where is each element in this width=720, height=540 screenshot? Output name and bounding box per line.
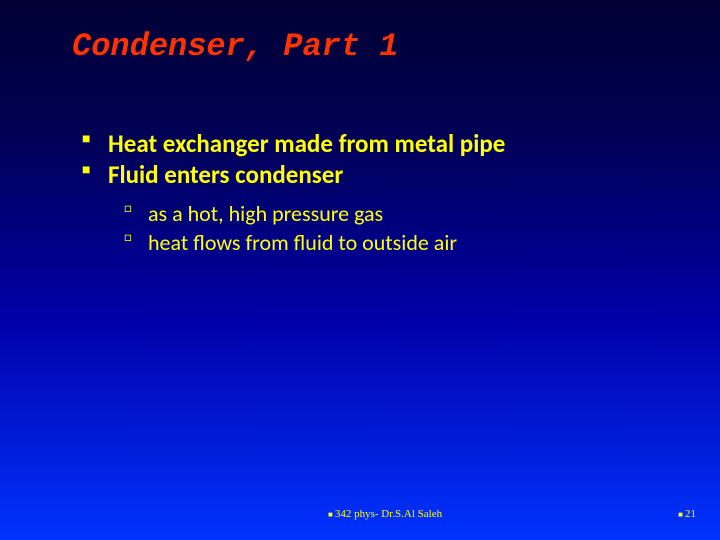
footer-page: ■21: [678, 508, 696, 520]
sub-bullet-item: as a hot, high pressure gas: [124, 199, 680, 229]
bullet-text: Heat exchanger made from metal pipe: [108, 128, 505, 159]
bullet-list-level2: as a hot, high pressure gas heat flows f…: [124, 199, 680, 258]
sub-bullet-text: heat flows from fluid to outside air: [148, 229, 457, 256]
bullet-icon: ■: [328, 510, 333, 519]
slide-title: Condenser, Part 1: [72, 28, 398, 65]
sub-bullet-item: heat flows from fluid to outside air: [124, 228, 680, 258]
footer-page-number: 21: [685, 508, 696, 520]
slide: Condenser, Part 1 Heat exchanger made fr…: [0, 0, 720, 540]
bullet-item: Fluid enters condenser as a hot, high pr…: [82, 159, 680, 258]
bullet-text: Fluid enters condenser: [108, 159, 343, 190]
footer-course-text: 342 phys- Dr.S.Al Saleh: [335, 508, 442, 520]
bullet-list-level1: Heat exchanger made from metal pipe Flui…: [82, 128, 680, 258]
slide-content: Heat exchanger made from metal pipe Flui…: [82, 128, 680, 258]
bullet-icon: ■: [678, 510, 683, 519]
sub-bullet-text: as a hot, high pressure gas: [148, 200, 383, 227]
footer-course: ■342 phys- Dr.S.Al Saleh: [328, 508, 442, 520]
bullet-item: Heat exchanger made from metal pipe: [82, 128, 680, 159]
